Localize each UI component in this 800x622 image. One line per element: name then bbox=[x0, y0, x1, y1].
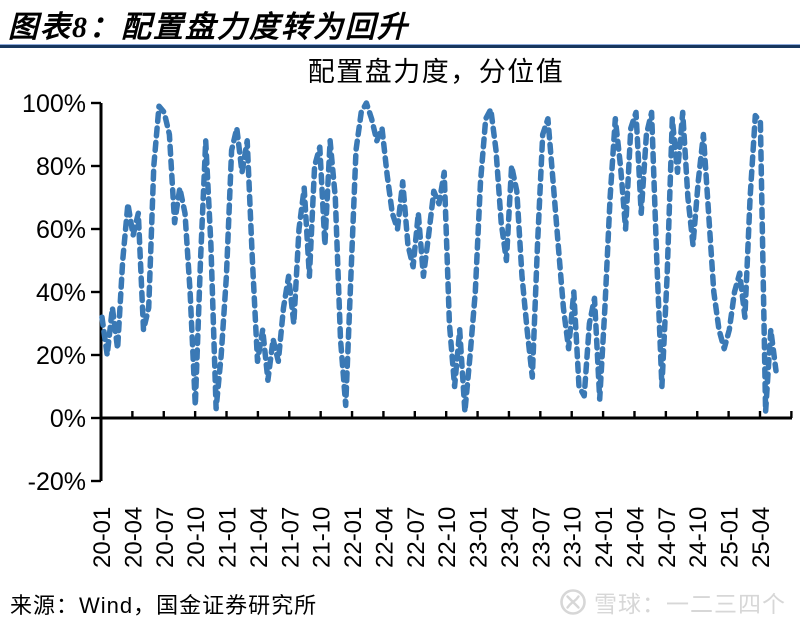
source-note: 来源：Wind，国金证券研究所 bbox=[10, 593, 318, 618]
svg-text:24-01: 24-01 bbox=[591, 507, 618, 568]
figure-title: 图表8：配置盘力度转为回升 bbox=[8, 11, 409, 44]
svg-text:24-04: 24-04 bbox=[622, 507, 649, 568]
svg-text:21-10: 21-10 bbox=[309, 507, 336, 568]
svg-text:24-07: 24-07 bbox=[654, 507, 681, 568]
svg-text:25-01: 25-01 bbox=[717, 507, 744, 568]
svg-text:20-01: 20-01 bbox=[89, 507, 116, 568]
svg-text:100%: 100% bbox=[22, 90, 86, 118]
watermark-text: 雪球：一二三四个 bbox=[594, 591, 786, 617]
watermark: 雪球：一二三四个 bbox=[559, 585, 786, 619]
svg-text:20-04: 20-04 bbox=[120, 507, 147, 568]
svg-text:0%: 0% bbox=[50, 405, 86, 433]
percentile-line-chart: 配置盘力度，分位值 100% 80% 60% 40% 20% 0% -20% 20-01 20-0… bbox=[0, 50, 800, 580]
svg-text:25-04: 25-04 bbox=[748, 507, 775, 568]
svg-text:22-01: 22-01 bbox=[340, 507, 367, 568]
svg-text:-20%: -20% bbox=[28, 468, 86, 496]
svg-text:80%: 80% bbox=[36, 153, 86, 181]
svg-text:配置盘力度，分位值: 配置盘力度，分位值 bbox=[308, 57, 565, 87]
svg-text:40%: 40% bbox=[36, 279, 86, 307]
svg-text:20%: 20% bbox=[36, 342, 86, 370]
svg-text:22-07: 22-07 bbox=[403, 507, 430, 568]
svg-text:20-10: 20-10 bbox=[183, 507, 210, 568]
svg-text:24-10: 24-10 bbox=[685, 507, 712, 568]
xueqiu-logo-icon bbox=[559, 588, 587, 616]
svg-text:22-10: 22-10 bbox=[434, 507, 461, 568]
svg-text:23-01: 23-01 bbox=[466, 507, 493, 568]
svg-text:23-10: 23-10 bbox=[560, 507, 587, 568]
title-divider bbox=[0, 44, 800, 48]
svg-text:23-07: 23-07 bbox=[528, 507, 555, 568]
svg-text:21-07: 21-07 bbox=[277, 507, 304, 568]
svg-text:22-04: 22-04 bbox=[371, 507, 398, 568]
svg-text:60%: 60% bbox=[36, 216, 86, 244]
svg-text:21-04: 21-04 bbox=[246, 507, 273, 568]
svg-text:21-01: 21-01 bbox=[215, 507, 242, 568]
svg-text:23-04: 23-04 bbox=[497, 507, 524, 568]
svg-text:20-07: 20-07 bbox=[152, 507, 179, 568]
